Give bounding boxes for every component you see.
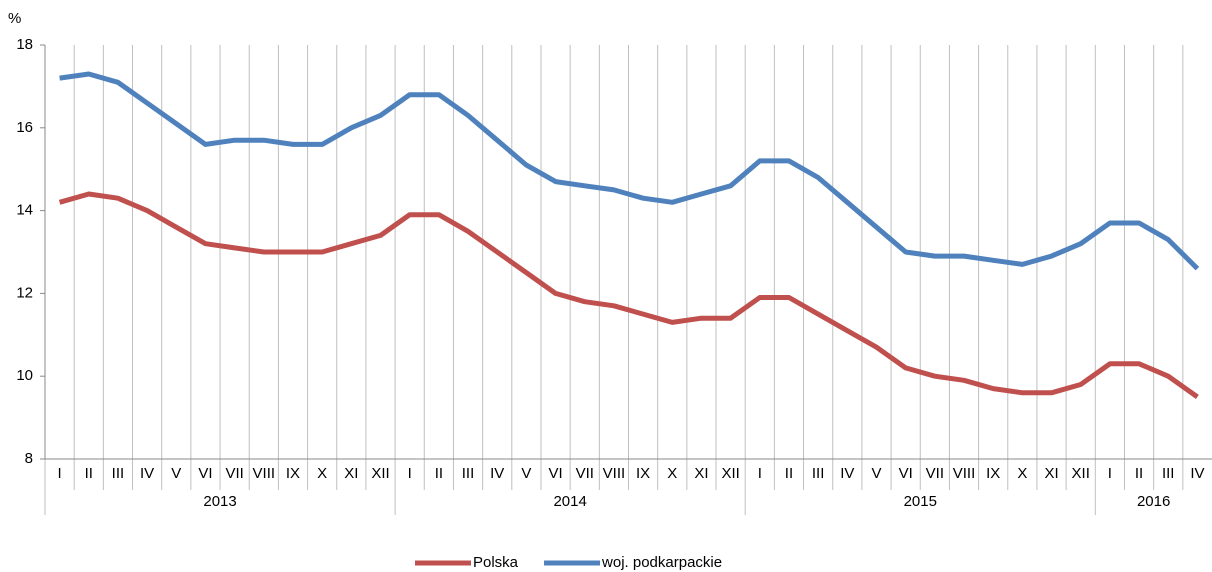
x-tick-label: VIII: [953, 465, 976, 482]
x-tick-label: XI: [694, 465, 708, 482]
x-tick-label: V: [871, 465, 881, 482]
x-tick-label: IV: [490, 465, 504, 482]
x-tick-label: VII: [576, 465, 594, 482]
x-tick-label: XII: [371, 465, 389, 482]
x-tick-label: III: [112, 465, 125, 482]
x-tick-label: I: [408, 465, 412, 482]
x-tick-label: I: [1108, 465, 1112, 482]
x-tick-label: IV: [1190, 465, 1204, 482]
x-tick-label: I: [58, 465, 62, 482]
line-series: [58, 191, 1199, 399]
y-tick-label: 12: [16, 284, 33, 301]
x-tick-label: II: [785, 465, 793, 482]
x-tick-label: VII: [926, 465, 944, 482]
x-tick-label: VIII: [603, 465, 626, 482]
x-tick-label: V: [171, 465, 181, 482]
x-tick-label: I: [758, 465, 762, 482]
x-tick-label: X: [317, 465, 327, 482]
y-tick-label: 18: [16, 36, 33, 53]
line-series: [59, 71, 1200, 271]
y-tick-label: 8: [25, 450, 33, 467]
y-tick-label: 16: [16, 119, 33, 136]
x-tick-label: II: [435, 465, 443, 482]
x-tick-label: III: [462, 465, 475, 482]
legend-label: woj. podkarpackie: [601, 554, 722, 571]
x-tick-label: X: [667, 465, 677, 482]
x-group-label: 2014: [553, 493, 586, 510]
x-tick-label: XI: [1044, 465, 1058, 482]
x-tick-label: IV: [140, 465, 154, 482]
x-group-label: 2015: [904, 493, 937, 510]
x-tick-label: IV: [840, 465, 854, 482]
y-tick-label: 10: [16, 367, 33, 384]
x-tick-label: XII: [721, 465, 739, 482]
x-tick-label: IX: [286, 465, 300, 482]
x-tick-label: XI: [344, 465, 358, 482]
y-tick-label: 14: [16, 202, 33, 219]
x-tick-label: VIII: [253, 465, 276, 482]
y-unit: %: [8, 10, 21, 27]
x-tick-label: VI: [548, 465, 562, 482]
x-tick-label: V: [521, 465, 531, 482]
x-tick-label: VII: [225, 465, 243, 482]
x-tick-label: III: [1162, 465, 1175, 482]
x-tick-label: IX: [636, 465, 650, 482]
x-tick-label: III: [812, 465, 825, 482]
x-tick-label: X: [1017, 465, 1027, 482]
x-group-label: 2016: [1137, 493, 1170, 510]
legend-label: Polska: [473, 554, 519, 571]
x-tick-label: VI: [899, 465, 913, 482]
x-tick-label: II: [85, 465, 93, 482]
x-tick-label: IX: [986, 465, 1000, 482]
x-tick-label: II: [1135, 465, 1143, 482]
x-tick-label: XII: [1072, 465, 1090, 482]
x-group-label: 2013: [203, 493, 236, 510]
x-tick-label: VI: [198, 465, 212, 482]
